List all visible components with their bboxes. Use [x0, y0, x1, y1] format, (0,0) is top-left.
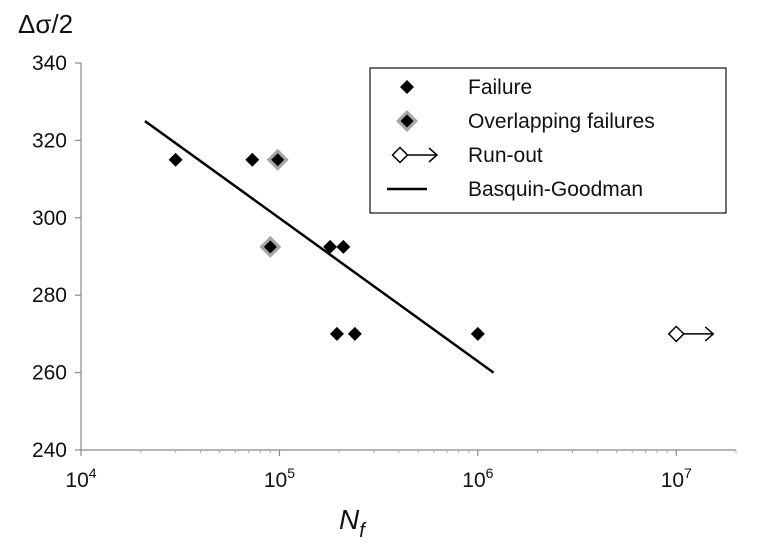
runout-diamond — [669, 326, 684, 341]
x-axis-title-subscript: f — [359, 520, 367, 542]
failure-point — [336, 240, 350, 254]
failure-point — [471, 327, 485, 341]
failure-point — [169, 153, 183, 167]
x-tick-exponent: 5 — [287, 465, 295, 481]
legend-label: Run-out — [468, 144, 543, 167]
x-tick-base: 10 — [661, 469, 684, 492]
x-tick-exponent: 4 — [89, 465, 97, 481]
x-tick-base: 10 — [462, 469, 485, 492]
overlapping-failure-point — [259, 236, 281, 258]
legend: Failure Overlapping failures Run-out Basqui… — [370, 68, 726, 213]
x-tick-label: 104 — [65, 465, 96, 492]
y-tick-label: 300 — [32, 207, 67, 230]
x-tick-label: 105 — [264, 465, 295, 492]
y-tick-label: 280 — [32, 284, 67, 307]
axis-labels: Δσ/2 Nf — [18, 9, 367, 542]
run-out-point — [669, 326, 714, 341]
x-tick-exponent: 7 — [684, 465, 692, 481]
failure-point — [348, 327, 362, 341]
y-tick-label: 240 — [32, 439, 67, 462]
y-tick-label: 320 — [32, 129, 67, 152]
x-tick-base: 10 — [65, 469, 88, 492]
x-tick-label: 107 — [661, 465, 692, 492]
x-axis-title-main: N — [339, 504, 360, 535]
overlapping-failure-point — [267, 149, 289, 171]
legend-label: Overlapping failures — [468, 110, 655, 133]
y-tick-label: 340 — [32, 52, 67, 75]
x-tick-label: 106 — [462, 465, 493, 492]
failure-point — [330, 327, 344, 341]
x-axis-title: Nf — [339, 504, 367, 542]
legend-label: Basquin-Goodman — [468, 178, 643, 201]
y-tick-label: 260 — [32, 362, 67, 385]
failure-point — [245, 153, 259, 167]
y-axis-title: Δσ/2 — [18, 9, 73, 39]
legend-label: Failure — [468, 76, 532, 99]
x-tick-base: 10 — [264, 469, 287, 492]
x-tick-exponent: 6 — [486, 465, 494, 481]
